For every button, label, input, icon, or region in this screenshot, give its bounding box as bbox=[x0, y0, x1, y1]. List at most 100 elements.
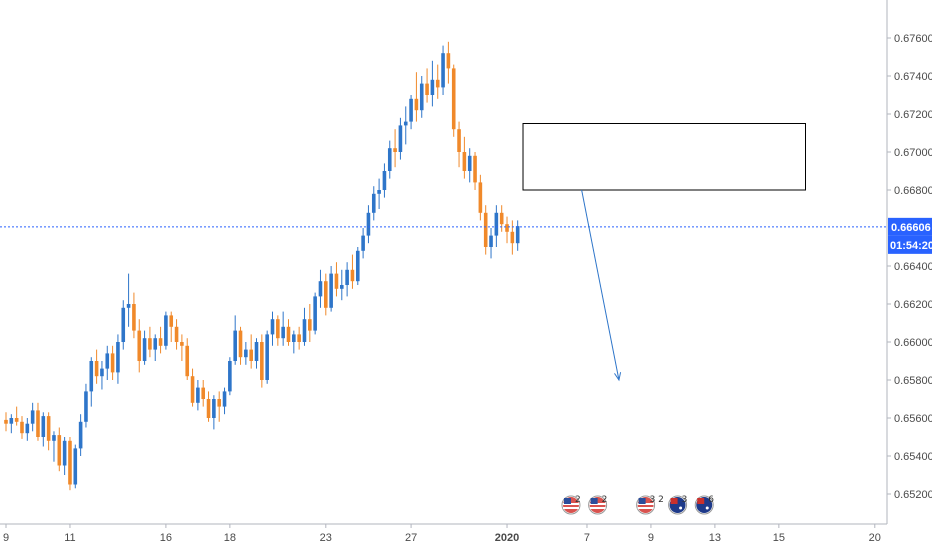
candle[interactable] bbox=[387, 140, 392, 179]
candle[interactable] bbox=[249, 334, 253, 369]
candle[interactable] bbox=[281, 311, 285, 346]
candle[interactable] bbox=[62, 437, 67, 475]
us-flag-icon[interactable]: 3 2 bbox=[636, 495, 664, 515]
candle[interactable] bbox=[494, 205, 499, 247]
candle[interactable] bbox=[142, 330, 147, 365]
candle[interactable] bbox=[441, 45, 445, 95]
candle[interactable] bbox=[73, 444, 78, 489]
candle[interactable] bbox=[350, 254, 355, 289]
candle[interactable] bbox=[505, 216, 509, 244]
candle[interactable] bbox=[292, 330, 296, 354]
projection-arrow-line[interactable] bbox=[581, 189, 620, 381]
candle[interactable] bbox=[105, 345, 110, 380]
candle[interactable] bbox=[451, 64, 456, 137]
candle[interactable] bbox=[78, 414, 83, 456]
candle[interactable] bbox=[435, 64, 440, 99]
candle[interactable] bbox=[52, 431, 56, 462]
candle[interactable] bbox=[414, 72, 419, 122]
au-flag-icon[interactable]: 3 bbox=[668, 495, 688, 515]
candle[interactable] bbox=[201, 380, 206, 407]
candle[interactable] bbox=[164, 311, 168, 350]
candle[interactable] bbox=[206, 391, 211, 422]
candle[interactable] bbox=[265, 330, 269, 384]
candle[interactable] bbox=[361, 228, 365, 259]
candle[interactable] bbox=[121, 300, 126, 350]
price-axis[interactable]: 0.67600 0.67400 0.67200 0.67000 0.66800 0.664… bbox=[886, 0, 932, 524]
candle[interactable] bbox=[89, 357, 94, 407]
candle[interactable] bbox=[403, 106, 408, 145]
candle[interactable] bbox=[196, 380, 200, 411]
candle[interactable] bbox=[9, 414, 14, 434]
candle[interactable] bbox=[238, 326, 243, 365]
candle[interactable] bbox=[270, 311, 275, 346]
candle[interactable] bbox=[132, 292, 136, 339]
candle[interactable] bbox=[46, 412, 51, 451]
candle[interactable] bbox=[137, 319, 142, 373]
zone-rectangle[interactable] bbox=[522, 123, 806, 191]
candle[interactable] bbox=[324, 273, 328, 316]
candle[interactable] bbox=[228, 357, 232, 396]
candle[interactable] bbox=[276, 315, 280, 346]
candle[interactable] bbox=[478, 174, 483, 221]
candle[interactable] bbox=[286, 319, 291, 346]
candle[interactable] bbox=[462, 136, 467, 179]
candle[interactable] bbox=[222, 387, 227, 415]
candle[interactable] bbox=[419, 76, 424, 118]
candle[interactable] bbox=[57, 427, 62, 472]
candle[interactable] bbox=[148, 326, 152, 358]
candle[interactable] bbox=[334, 262, 339, 297]
candle[interactable] bbox=[425, 68, 429, 103]
candle[interactable] bbox=[110, 345, 115, 380]
candle[interactable] bbox=[260, 334, 264, 388]
candle[interactable] bbox=[355, 247, 360, 285]
candle[interactable] bbox=[473, 152, 477, 190]
candle[interactable] bbox=[158, 326, 163, 354]
candle[interactable] bbox=[313, 292, 317, 335]
candle[interactable] bbox=[126, 273, 131, 327]
candle[interactable] bbox=[94, 349, 99, 384]
candle[interactable] bbox=[14, 406, 19, 426]
candle[interactable] bbox=[329, 266, 333, 312]
candle[interactable] bbox=[41, 412, 46, 447]
candle[interactable] bbox=[510, 220, 515, 255]
candle[interactable] bbox=[174, 319, 179, 350]
candle[interactable] bbox=[180, 334, 184, 361]
candle[interactable] bbox=[217, 391, 221, 422]
candle[interactable] bbox=[377, 178, 381, 209]
candle[interactable] bbox=[153, 334, 158, 361]
candle[interactable] bbox=[308, 304, 312, 342]
us-flag-icon[interactable]: 2 bbox=[588, 495, 608, 515]
candle[interactable] bbox=[393, 129, 397, 168]
candle[interactable] bbox=[483, 205, 488, 255]
time-axis[interactable]: 9 11 16 18 23 27 2020 7 9 13 15 20 bbox=[0, 523, 887, 544]
candle[interactable] bbox=[36, 402, 40, 441]
candle[interactable] bbox=[297, 326, 301, 350]
candle[interactable] bbox=[68, 437, 72, 491]
candle[interactable] bbox=[233, 315, 237, 365]
candle[interactable] bbox=[190, 368, 195, 407]
candle[interactable] bbox=[185, 338, 190, 380]
candle[interactable] bbox=[467, 148, 472, 183]
candle[interactable] bbox=[116, 334, 120, 384]
candle[interactable] bbox=[371, 186, 376, 221]
candle[interactable] bbox=[212, 395, 216, 430]
candle[interactable] bbox=[100, 361, 104, 390]
candle[interactable] bbox=[4, 412, 8, 432]
candle[interactable] bbox=[430, 60, 435, 107]
candle[interactable] bbox=[515, 220, 520, 251]
candle[interactable] bbox=[457, 121, 461, 168]
candle[interactable] bbox=[499, 205, 504, 232]
candle[interactable] bbox=[25, 418, 30, 441]
candle[interactable] bbox=[169, 311, 174, 342]
candle[interactable] bbox=[84, 383, 88, 428]
candle[interactable] bbox=[20, 416, 24, 439]
candle[interactable] bbox=[254, 338, 259, 369]
candle[interactable] bbox=[489, 228, 493, 259]
candle[interactable] bbox=[345, 262, 349, 297]
candle[interactable] bbox=[409, 95, 413, 130]
candle[interactable] bbox=[30, 402, 35, 432]
candle[interactable] bbox=[244, 342, 248, 365]
candle[interactable] bbox=[366, 205, 371, 244]
candle[interactable] bbox=[339, 269, 344, 301]
candle[interactable] bbox=[382, 163, 387, 198]
